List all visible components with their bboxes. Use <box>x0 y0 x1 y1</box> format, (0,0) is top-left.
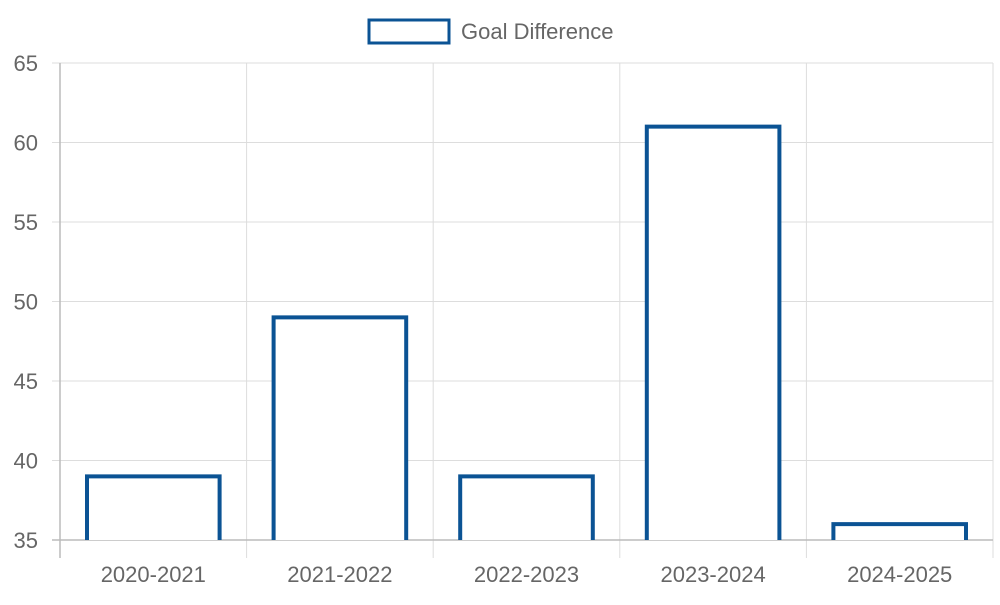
x-tick-label: 2020-2021 <box>101 562 206 587</box>
y-tick-label: 40 <box>14 449 38 474</box>
bar-2022-2023[interactable] <box>458 474 595 540</box>
bar-2024-2025[interactable] <box>831 522 968 540</box>
bar-2020-2021[interactable] <box>85 474 222 540</box>
y-tick-label: 35 <box>14 528 38 553</box>
bar-2021-2022[interactable] <box>271 315 409 540</box>
x-tick-label: 2021-2022 <box>287 562 392 587</box>
grid-lines <box>52 62 994 558</box>
y-tick-label: 65 <box>14 51 38 76</box>
bar-fill-2020-2021 <box>87 476 220 540</box>
legend-swatch[interactable] <box>367 18 451 45</box>
bar-fill-2023-2024 <box>646 126 780 540</box>
bar-2023-2024[interactable] <box>644 124 782 540</box>
bar-fill-2024-2025 <box>833 524 966 540</box>
y-tick-label: 50 <box>14 290 38 315</box>
x-tick-label: 2022-2023 <box>474 562 579 587</box>
y-axis-tick-labels: 35 40 45 50 55 60 65 <box>14 51 38 553</box>
legend-label[interactable]: Goal Difference <box>461 19 613 44</box>
x-tick-label: 2024-2025 <box>847 562 952 587</box>
x-axis-tick-labels: 2020-2021 2021-2022 2022-2023 2023-2024 2024… <box>101 562 953 587</box>
x-tick-label: 2023-2024 <box>660 562 765 587</box>
y-tick-label: 60 <box>14 131 38 156</box>
y-tick-label: 45 <box>14 369 38 394</box>
bar-fill-2021-2022 <box>273 317 407 540</box>
legend[interactable]: Goal Difference <box>367 18 613 45</box>
bar-fill-2022-2023 <box>460 476 593 540</box>
y-tick-label: 55 <box>14 210 38 235</box>
bars <box>85 124 968 540</box>
